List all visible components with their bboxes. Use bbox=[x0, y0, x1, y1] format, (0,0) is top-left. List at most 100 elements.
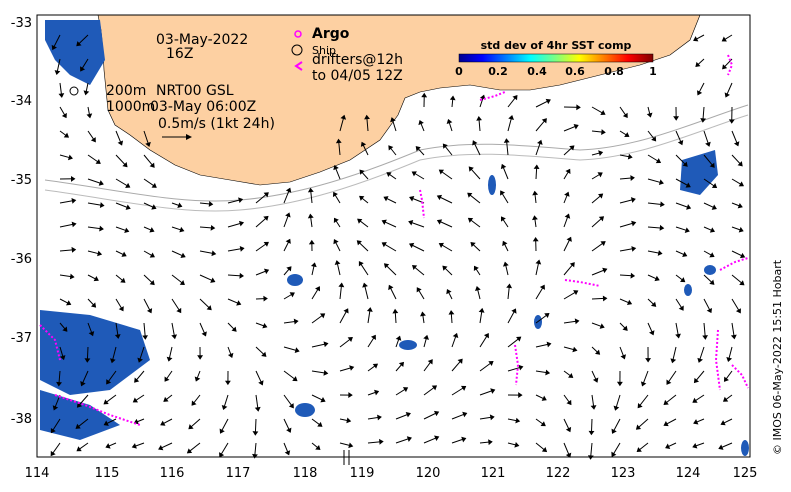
current-arrowhead bbox=[709, 279, 715, 285]
current-arrowhead bbox=[478, 307, 485, 313]
current-arrowhead bbox=[61, 112, 67, 119]
sst-patch-4 bbox=[488, 175, 496, 195]
current-arrowhead bbox=[685, 182, 691, 188]
current-arrowhead bbox=[323, 370, 329, 376]
current-arrowhead bbox=[461, 436, 467, 443]
y-tick-35: -35 bbox=[11, 173, 32, 188]
current-arrowhead bbox=[197, 355, 204, 360]
current-arrowhead bbox=[502, 261, 509, 267]
current-arrowhead bbox=[541, 118, 547, 124]
current-arrowhead bbox=[254, 406, 261, 412]
current-arrowhead bbox=[194, 376, 201, 382]
current-arrowhead bbox=[711, 183, 718, 189]
current-arrowhead bbox=[738, 181, 744, 187]
current-arrowhead bbox=[700, 118, 707, 123]
current-arrowhead bbox=[179, 226, 185, 233]
sst-patch-northwest bbox=[45, 20, 105, 85]
sst-patch-southwest bbox=[40, 310, 150, 395]
current-arrowhead bbox=[624, 132, 630, 138]
current-arrowhead bbox=[569, 262, 575, 268]
current-arrowhead bbox=[631, 220, 637, 227]
current-arrowhead bbox=[622, 112, 628, 119]
current-arrowhead bbox=[406, 436, 412, 442]
sst-patch-2 bbox=[295, 403, 315, 417]
current-arrowhead bbox=[160, 420, 166, 426]
current-arrowhead bbox=[630, 272, 636, 279]
current-arrowhead bbox=[659, 224, 665, 231]
current-arrowhead bbox=[145, 141, 151, 147]
current-arrowhead bbox=[412, 265, 418, 271]
current-arrowhead bbox=[343, 308, 349, 314]
current-arrowhead bbox=[359, 169, 365, 175]
current-arrowhead bbox=[315, 286, 321, 292]
current-arrowhead bbox=[709, 162, 715, 168]
current-arrowhead bbox=[675, 333, 681, 339]
current-arrowhead bbox=[286, 266, 292, 272]
current-arrowhead bbox=[317, 421, 323, 427]
current-arrowhead bbox=[535, 259, 542, 265]
current-arrowhead bbox=[332, 191, 338, 198]
current-arrowhead bbox=[420, 311, 426, 317]
current-arrowhead bbox=[532, 190, 539, 196]
current-arrowhead bbox=[695, 61, 701, 68]
scale-arrowhead bbox=[186, 134, 192, 140]
x-tick-122: 122 bbox=[546, 466, 571, 481]
current-arrowhead bbox=[151, 204, 157, 210]
current-arrowhead bbox=[347, 337, 353, 343]
current-arrowhead bbox=[436, 219, 443, 225]
current-arrowhead bbox=[613, 405, 620, 411]
current-arrowhead bbox=[590, 405, 597, 410]
current-arrowhead bbox=[601, 129, 606, 135]
current-arrowhead bbox=[149, 227, 155, 233]
current-arrowhead bbox=[179, 280, 185, 286]
current-arrowhead bbox=[501, 216, 506, 222]
sst-patch-6 bbox=[684, 284, 692, 296]
current-arrowhead bbox=[692, 442, 698, 449]
current-arrowhead bbox=[726, 356, 733, 362]
current-arrowhead bbox=[573, 124, 579, 130]
current-arrowhead bbox=[630, 197, 636, 203]
current-arrowhead bbox=[565, 452, 572, 458]
current-arrowhead bbox=[472, 140, 478, 146]
current-arrowhead bbox=[292, 376, 298, 382]
current-arrowhead bbox=[650, 301, 657, 307]
current-arrowhead bbox=[598, 193, 604, 199]
current-arrowhead bbox=[307, 187, 314, 193]
x-tick-124: 124 bbox=[676, 466, 701, 481]
current-arrowhead bbox=[71, 197, 77, 204]
current-arrowhead bbox=[390, 117, 396, 123]
current-arrowhead bbox=[576, 104, 581, 111]
current-arrowhead bbox=[294, 347, 300, 353]
current-arrowhead bbox=[693, 419, 699, 425]
drifter-track-7 bbox=[479, 91, 506, 101]
current-arrowhead bbox=[660, 201, 665, 208]
current-arrowhead bbox=[137, 357, 143, 363]
current-arrowhead bbox=[66, 300, 72, 306]
x-axis: 114 115 116 117 118 119 120 121 122 123 … bbox=[25, 466, 758, 481]
current-arrowhead bbox=[724, 92, 730, 98]
current-arrowhead bbox=[125, 182, 131, 188]
x-tick-115: 115 bbox=[95, 466, 120, 481]
current-arrowhead bbox=[149, 279, 155, 286]
current-arrowhead bbox=[142, 335, 148, 340]
current-arrowhead bbox=[56, 381, 62, 387]
current-arrowhead bbox=[722, 396, 729, 402]
current-arrowhead bbox=[319, 313, 326, 319]
current-arrowhead bbox=[598, 150, 604, 157]
current-arrowhead bbox=[416, 287, 422, 293]
header-product: NRT00 GSL bbox=[156, 83, 234, 99]
current-arrowhead bbox=[208, 201, 214, 207]
current-arrowhead bbox=[164, 376, 170, 382]
current-arrowhead bbox=[737, 161, 743, 167]
header-scale-label: 0.5m/s (1kt 24h) bbox=[158, 116, 275, 132]
current-arrowhead bbox=[288, 403, 294, 409]
current-arrowhead bbox=[252, 453, 258, 459]
current-arrowhead bbox=[381, 219, 387, 225]
current-arrowhead bbox=[626, 299, 633, 306]
current-arrowhead bbox=[333, 164, 339, 171]
current-arrowhead bbox=[627, 153, 633, 160]
colorbar-tick-4: 0.8 bbox=[604, 65, 624, 78]
sst-patch-1 bbox=[287, 274, 303, 286]
current-arrowhead bbox=[340, 114, 347, 120]
sst-patches bbox=[40, 20, 749, 456]
